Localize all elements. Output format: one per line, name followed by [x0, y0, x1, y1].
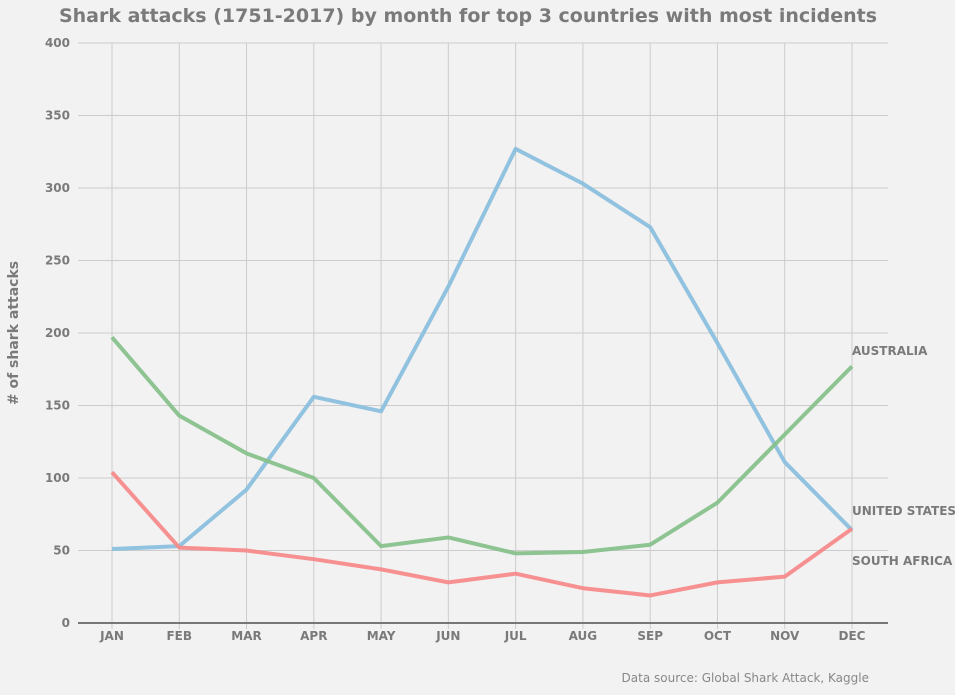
x-tick-label: APR: [300, 629, 327, 643]
x-tick-label: AUG: [569, 629, 598, 643]
chart-title: Shark attacks (1751-2017) by month for t…: [59, 5, 877, 27]
y-tick-label: 100: [45, 471, 70, 485]
y-tick-label: 50: [53, 544, 70, 558]
series-label: AUSTRALIA: [852, 344, 928, 358]
x-tick-label: NOV: [770, 629, 800, 643]
series-line-australia: [110, 336, 854, 556]
y-axis-label: # of shark attacks: [6, 261, 22, 405]
y-tick-label: 0: [62, 616, 70, 630]
y-tick-label: 200: [45, 326, 70, 340]
x-tick-label: JUL: [504, 629, 527, 643]
series-line-united-states: [111, 146, 854, 552]
x-tick-label: FEB: [166, 629, 192, 643]
x-tick-label: DEC: [839, 629, 866, 643]
x-tick-label: MAR: [231, 629, 261, 643]
x-tick-label: MAY: [367, 629, 396, 643]
x-tick-label: OCT: [704, 629, 732, 643]
series-label: UNITED STATES: [852, 504, 955, 518]
y-tick-label: 400: [45, 36, 70, 50]
y-tick-label: 350: [45, 109, 70, 123]
x-tick-label: JUN: [435, 629, 460, 643]
series-label: SOUTH AFRICA: [852, 554, 953, 568]
y-tick-label: 300: [45, 181, 70, 195]
x-tick-label: JAN: [99, 629, 124, 643]
series-line-south-africa: [110, 470, 854, 598]
y-tick-label: 250: [45, 254, 70, 268]
y-tick-label: 150: [45, 399, 70, 413]
data-source: Data source: Global Shark Attack, Kaggle: [622, 671, 869, 685]
x-tick-label: SEP: [637, 629, 663, 643]
